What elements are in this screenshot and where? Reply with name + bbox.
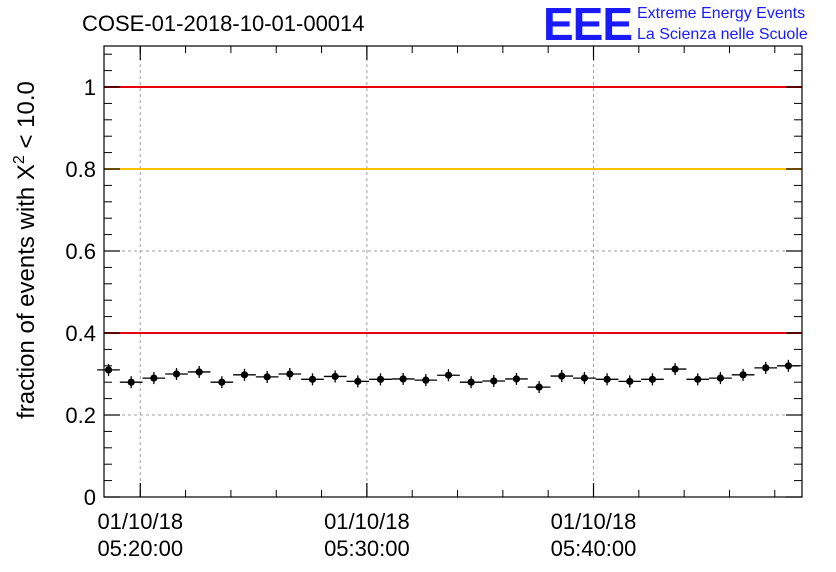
- point-marker: [444, 371, 453, 379]
- point-marker: [626, 377, 634, 385]
- y-tick-label: 0.2: [65, 403, 96, 428]
- point-marker: [263, 373, 271, 381]
- point-marker: [354, 377, 362, 385]
- x-tick-label-time: 05:40:00: [551, 536, 637, 561]
- point-marker: [535, 383, 543, 391]
- point-marker: [558, 372, 566, 380]
- point-marker: [240, 371, 249, 379]
- point-marker: [422, 376, 430, 384]
- data-point: [323, 370, 347, 383]
- data-point: [301, 373, 324, 386]
- point-marker: [172, 370, 181, 378]
- data-point: [391, 372, 415, 385]
- data-point: [414, 374, 438, 387]
- data-point: [709, 372, 732, 385]
- data-point: [459, 376, 483, 389]
- point-marker: [580, 374, 589, 382]
- data-point: [346, 375, 370, 388]
- y-tick-label: 1: [84, 75, 96, 100]
- data-point: [731, 368, 755, 381]
- data-point: [233, 368, 256, 381]
- point-marker: [308, 375, 317, 383]
- point-marker: [739, 371, 747, 379]
- data-point: [505, 372, 528, 385]
- y-tick-label: 0: [84, 485, 96, 510]
- data-point: [573, 372, 596, 385]
- point-marker: [376, 375, 385, 383]
- y-tick-label: 0.8: [65, 157, 96, 182]
- data-point: [663, 363, 687, 376]
- data-point: [754, 361, 778, 374]
- data-point: [255, 370, 279, 383]
- point-marker: [331, 372, 339, 381]
- data-point: [618, 375, 642, 388]
- y-axis-title: fraction of events with X2 < 10.0: [11, 81, 40, 419]
- data-point: [119, 376, 143, 389]
- chart-title: COSE-01-2018-10-01-00014: [82, 11, 365, 36]
- point-marker: [150, 374, 158, 382]
- data-point: [142, 372, 166, 385]
- point-marker: [195, 368, 203, 376]
- reference-lines: [104, 86, 802, 334]
- x-tick-label-time: 05:30:00: [324, 536, 410, 561]
- point-marker: [286, 370, 294, 378]
- data-point: [550, 370, 574, 383]
- plot-frame: [103, 45, 803, 498]
- point-marker: [694, 375, 702, 383]
- data-point: [97, 363, 120, 376]
- data-point: [595, 373, 619, 386]
- y-axis-title-tail: < 10.0: [13, 81, 40, 155]
- data-point: [527, 381, 551, 394]
- point-marker: [603, 375, 611, 383]
- axes: 00.20.40.60.8101/10/1805:20:0001/10/1805…: [65, 45, 803, 561]
- x-tick-label-date: 01/10/18: [97, 509, 183, 534]
- y-tick-label: 0.6: [65, 239, 96, 264]
- point-marker: [104, 366, 113, 374]
- point-marker: [218, 378, 226, 386]
- y-axis-title-sup: 2: [11, 155, 28, 164]
- data-point: [482, 374, 506, 387]
- data-point: [369, 373, 392, 386]
- point-marker: [762, 364, 770, 372]
- point-marker: [490, 377, 498, 385]
- point-marker: [784, 362, 793, 370]
- data-point: [210, 376, 234, 389]
- point-marker: [716, 374, 725, 382]
- logo-mark: EEE: [543, 0, 632, 50]
- grid: [104, 46, 802, 497]
- data-point: [437, 369, 460, 382]
- logo-line-2: La Scienza nelle Scuole: [637, 26, 808, 43]
- point-marker: [648, 375, 657, 383]
- x-tick-label-date: 01/10/18: [324, 509, 410, 534]
- data-point: [686, 373, 710, 386]
- data-point: [278, 368, 302, 380]
- x-tick-label-time: 05:20:00: [97, 536, 183, 561]
- y-axis-title-main: fraction of events with X: [13, 164, 40, 419]
- logo-line-1: Extreme Energy Events: [637, 5, 805, 22]
- data-point: [187, 365, 211, 378]
- point-marker: [399, 375, 407, 383]
- point-marker: [127, 378, 135, 386]
- x-tick-label-date: 01/10/18: [551, 509, 637, 534]
- y-tick-label: 0.4: [65, 321, 96, 346]
- eee-logo: EEE Extreme Energy Events La Scienza nel…: [543, 0, 808, 50]
- point-marker: [467, 378, 475, 386]
- data-point: [165, 368, 188, 380]
- point-marker: [512, 375, 521, 383]
- point-marker: [671, 365, 679, 373]
- data-points: [97, 359, 800, 394]
- data-point: [641, 373, 664, 386]
